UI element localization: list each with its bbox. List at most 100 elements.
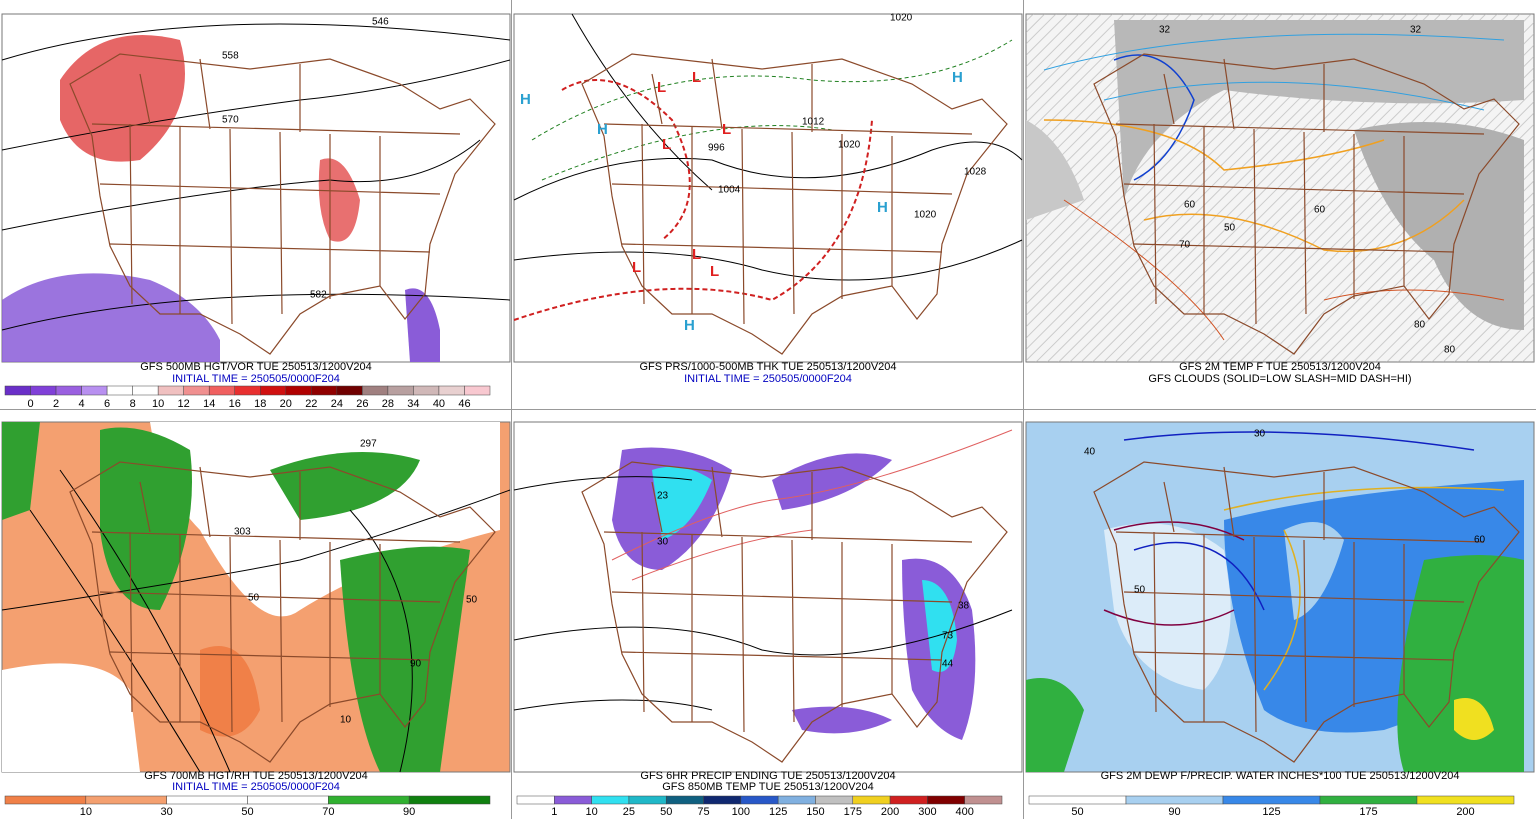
colorbar-swatch bbox=[1125, 795, 1224, 805]
contour-label: 60 bbox=[1474, 535, 1486, 546]
contour-label: 30 bbox=[657, 537, 669, 548]
contour-label: 40 bbox=[1084, 447, 1096, 458]
colorbar-label: 16 bbox=[229, 398, 241, 410]
colorbar-label: 175 bbox=[844, 806, 862, 818]
colorbar-swatch bbox=[628, 795, 667, 805]
colorbar-label: 70 bbox=[322, 806, 334, 818]
colorbar-swatch bbox=[591, 795, 630, 805]
contour-label: 23 bbox=[657, 491, 669, 502]
colorbar-swatch bbox=[311, 385, 338, 396]
colorbar-swatch bbox=[852, 795, 891, 805]
contour-label: 50 bbox=[1134, 585, 1146, 596]
svg-text:L: L bbox=[692, 69, 701, 86]
colorbar-swatch bbox=[408, 795, 491, 805]
colorbar-swatch bbox=[1028, 795, 1127, 805]
svg-text:L: L bbox=[632, 259, 641, 276]
colorbar-label: 90 bbox=[403, 806, 415, 818]
colorbar-swatch bbox=[362, 385, 389, 396]
svg-text:L: L bbox=[657, 79, 666, 96]
colorbar-label: 150 bbox=[806, 806, 824, 818]
colorbar-label: 1 bbox=[551, 806, 557, 818]
contour-label: 546 bbox=[372, 17, 389, 28]
colorbar-label: 46 bbox=[458, 398, 470, 410]
contour-label: 38 bbox=[958, 601, 970, 612]
colorbar-swatch bbox=[1416, 795, 1515, 805]
colorbar-label: 34 bbox=[407, 398, 419, 410]
contour-label: 1020 bbox=[914, 210, 937, 221]
colorbar-swatch bbox=[554, 795, 592, 805]
contour-label: 1012 bbox=[802, 117, 825, 128]
contour-label: 32 bbox=[1410, 25, 1422, 36]
colorbar-swatch bbox=[413, 385, 440, 396]
contour-label: 303 bbox=[234, 527, 251, 538]
colorbar-swatch bbox=[166, 795, 248, 805]
colorbar-label: 12 bbox=[178, 398, 190, 410]
contour-label: 1004 bbox=[718, 185, 741, 196]
panel-title: GFS 700MB HGT/RH TUE 250513/1200V204 bbox=[144, 770, 368, 782]
colorbar-swatch bbox=[889, 795, 928, 805]
colorbar-swatch bbox=[328, 795, 410, 805]
panel-title: INITIAL TIME = 250505/0000F204 bbox=[684, 373, 852, 385]
colorbar-swatch bbox=[964, 795, 1003, 805]
colorbar-label: 2 bbox=[53, 398, 59, 410]
contour-label: 80 bbox=[1444, 345, 1456, 356]
colorbar-label: 18 bbox=[254, 398, 266, 410]
colorbar-label: 8 bbox=[130, 398, 136, 410]
contour-label: 570 bbox=[222, 115, 239, 126]
colorbar-swatch bbox=[336, 385, 363, 396]
colorbar-label: 28 bbox=[382, 398, 394, 410]
panel-legend: GFS 500MB HGT/VOR TUE 250513/1200V204INI… bbox=[4, 361, 491, 410]
colorbar-label: 26 bbox=[356, 398, 368, 410]
colorbar-label: 40 bbox=[433, 398, 445, 410]
panel-legend: GFS 700MB HGT/RH TUE 250513/1200V204INIT… bbox=[4, 770, 491, 818]
svg-text:L: L bbox=[722, 121, 731, 138]
contour-label: 582 bbox=[310, 290, 327, 301]
contour-label: 70 bbox=[1179, 240, 1191, 251]
contour-label: 297 bbox=[360, 439, 377, 450]
panel-title: GFS 2M DEWP F/PRECIP. WATER INCHES*100 T… bbox=[1101, 770, 1460, 782]
colorbar-label: 25 bbox=[623, 806, 635, 818]
colorbar-swatch bbox=[183, 385, 210, 396]
colorbar-swatch bbox=[740, 795, 779, 805]
colorbar-swatch bbox=[106, 385, 133, 396]
contour-label: 50 bbox=[1224, 223, 1236, 234]
colorbar-swatch bbox=[247, 795, 329, 805]
colorbar-label: 10 bbox=[80, 806, 92, 818]
colorbar-swatch bbox=[4, 385, 31, 396]
colorbar-label: 50 bbox=[1071, 806, 1083, 818]
contour-label: 1020 bbox=[890, 13, 913, 24]
contour-label: 60 bbox=[1314, 205, 1326, 216]
colorbar-label: 50 bbox=[660, 806, 672, 818]
colorbar-label: 10 bbox=[585, 806, 597, 818]
colorbar-label: 4 bbox=[79, 398, 85, 410]
colorbar-swatch bbox=[464, 385, 491, 396]
colorbar-swatch bbox=[703, 795, 742, 805]
contour-label: 10 bbox=[340, 715, 352, 726]
colorbar-label: 125 bbox=[1262, 806, 1280, 818]
panel-title: GFS 6HR PRECIP ENDING TUE 250513/1200V20… bbox=[640, 770, 895, 782]
contour-label: 90 bbox=[410, 659, 422, 670]
panel-legend: GFS 6HR PRECIP ENDING TUE 250513/1200V20… bbox=[516, 770, 1003, 818]
colorbar-swatch bbox=[132, 385, 159, 396]
svg-text:H: H bbox=[520, 91, 531, 108]
panel-5-map: 38 73 44 23 30 bbox=[513, 421, 1023, 773]
colorbar-label: 200 bbox=[881, 806, 899, 818]
svg-text:L: L bbox=[692, 246, 701, 263]
colorbar-label: 30 bbox=[161, 806, 173, 818]
panel-4-map: 297 303 50 90 10 50 bbox=[1, 421, 511, 773]
colorbar-swatch bbox=[438, 385, 465, 396]
colorbar-label: 300 bbox=[918, 806, 936, 818]
panel-title: GFS CLOUDS (SOLID=LOW SLASH=MID DASH=HI) bbox=[1148, 373, 1411, 385]
contour-label: 80 bbox=[1414, 320, 1426, 331]
svg-text:H: H bbox=[952, 69, 963, 86]
contour-label: 73 bbox=[942, 631, 954, 642]
colorbar-swatch bbox=[777, 795, 816, 805]
colorbar-label: 6 bbox=[104, 398, 110, 410]
contour-label: 60 bbox=[1184, 200, 1196, 211]
colorbar-swatch bbox=[208, 385, 235, 396]
contour-label: 50 bbox=[466, 595, 478, 606]
panel-3-map: 32 32 50 60 70 80 80 60 bbox=[1025, 13, 1535, 363]
colorbar-label: 400 bbox=[956, 806, 974, 818]
